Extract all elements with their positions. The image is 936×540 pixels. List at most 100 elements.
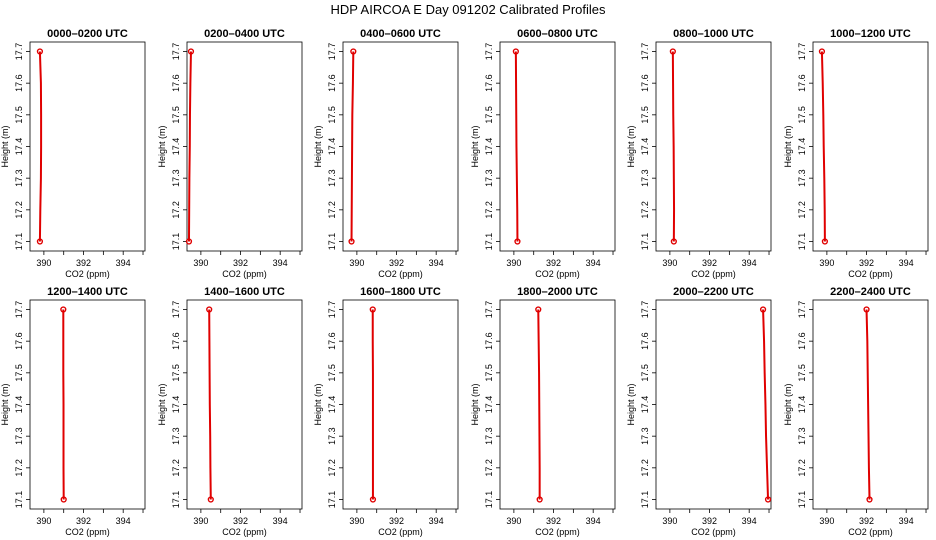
x-tick-label: 392 xyxy=(76,516,91,526)
y-tick-label: 17.1 xyxy=(327,233,337,251)
endpoint-marker xyxy=(348,238,355,245)
panel-title: 1200–1400 UTC xyxy=(47,286,128,298)
x-tick-label: 390 xyxy=(662,516,677,526)
panel-title: 0400–0600 UTC xyxy=(360,28,441,40)
y-tick-label: 17.7 xyxy=(171,301,181,319)
y-tick-label: 17.1 xyxy=(640,491,650,509)
endpoint-marker xyxy=(207,496,214,503)
y-tick-label: 17.7 xyxy=(640,301,650,319)
x-tick-label: 394 xyxy=(586,516,601,526)
x-tick-label: 390 xyxy=(819,258,834,268)
y-tick-label: 17.6 xyxy=(484,332,494,350)
y-tick-label: 17.2 xyxy=(171,459,181,477)
y-axis-label: Height (m) xyxy=(157,383,167,425)
panel-7: 1400–1600 UTC 390 392 394 CO2 (ppm) 17.1 17.2 1… xyxy=(157,286,303,537)
x-tick-label: 394 xyxy=(742,258,757,268)
panel-title: 1400–1600 UTC xyxy=(204,286,285,298)
x-tick-label: 390 xyxy=(36,516,51,526)
x-axis-label: CO2 (ppm) xyxy=(535,527,580,537)
y-tick-label: 17.7 xyxy=(171,43,181,61)
x-tick-label: 392 xyxy=(546,516,561,526)
y-tick-label: 17.4 xyxy=(797,138,807,156)
y-tick-label: 17.1 xyxy=(797,491,807,509)
y-tick-label: 17.7 xyxy=(14,301,24,319)
y-axis-label: Height (m) xyxy=(626,383,636,425)
y-tick-label: 17.6 xyxy=(327,332,337,350)
y-tick-label: 17.2 xyxy=(484,459,494,477)
y-tick-label: 17.3 xyxy=(640,169,650,187)
panel-title: 0000–0200 UTC xyxy=(47,28,128,40)
x-axis-label: CO2 (ppm) xyxy=(691,527,736,537)
y-tick-label: 17.3 xyxy=(327,169,337,187)
y-tick-label: 17.1 xyxy=(640,233,650,251)
panel-title: 2000–2200 UTC xyxy=(673,286,754,298)
y-axis-label: Height (m) xyxy=(157,125,167,167)
endpoint-marker xyxy=(670,238,677,245)
endpoint-marker xyxy=(60,306,67,313)
x-tick-label: 394 xyxy=(742,516,757,526)
y-tick-label: 17.6 xyxy=(14,74,24,92)
y-tick-label: 17.3 xyxy=(171,427,181,445)
endpoint-marker xyxy=(187,48,195,55)
y-tick-label: 17.3 xyxy=(14,169,24,187)
x-tick-label: 390 xyxy=(36,258,51,268)
y-tick-label: 17.7 xyxy=(484,43,494,61)
profile-line xyxy=(865,309,871,500)
figure-title: HDP AIRCOA E Day 091202 Calibrated Profi… xyxy=(330,2,606,17)
y-tick-label: 17.3 xyxy=(797,427,807,445)
x-tick-label: 392 xyxy=(702,258,717,268)
endpoint-marker xyxy=(512,48,519,55)
endpoint-marker xyxy=(60,496,67,503)
endpoint-marker xyxy=(350,48,357,55)
x-tick-label: 394 xyxy=(273,516,288,526)
y-tick-label: 17.4 xyxy=(484,138,494,156)
y-tick-label: 17.1 xyxy=(171,233,181,251)
panel-9: 1800–2000 UTC 390 392 394 CO2 (ppm) 17.1 17.2 1… xyxy=(470,286,616,537)
y-tick-label: 17.1 xyxy=(171,491,181,509)
y-tick-label: 17.6 xyxy=(797,332,807,350)
x-tick-label: 390 xyxy=(662,258,677,268)
y-tick-label: 17.5 xyxy=(14,106,24,124)
profile-line xyxy=(38,51,43,242)
y-axis-label: Height (m) xyxy=(470,125,480,167)
panel-title: 2200–2400 UTC xyxy=(830,286,911,298)
endpoint-marker xyxy=(818,48,826,55)
y-tick-label: 17.4 xyxy=(640,396,650,414)
y-axis-label: Height (m) xyxy=(0,125,10,167)
y-tick-label: 17.7 xyxy=(797,43,807,61)
panel-1: 0200–0400 UTC 390 392 394 CO2 (ppm) 17.1 17.2 1… xyxy=(157,28,303,279)
y-tick-label: 17.3 xyxy=(797,169,807,187)
panel-title: 1000–1200 UTC xyxy=(830,28,911,40)
y-tick-label: 17.2 xyxy=(797,201,807,219)
y-tick-label: 17.4 xyxy=(14,138,24,156)
panel-11: 2200–2400 UTC 390 392 394 CO2 (ppm) 17.1 17.2 1… xyxy=(783,286,929,537)
x-tick-label: 392 xyxy=(233,258,248,268)
y-tick-label: 17.7 xyxy=(327,301,337,319)
y-tick-label: 17.3 xyxy=(484,427,494,445)
x-tick-label: 392 xyxy=(859,258,874,268)
y-tick-label: 17.7 xyxy=(327,43,337,61)
x-tick-label: 392 xyxy=(546,258,561,268)
x-tick-label: 392 xyxy=(389,516,404,526)
panel-0: 0000–0200 UTC 390 392 394 CO2 (ppm) 17.1 17.2 1… xyxy=(0,28,146,279)
y-tick-label: 17.2 xyxy=(14,201,24,219)
endpoint-marker xyxy=(206,306,213,313)
y-axis-label: Height (m) xyxy=(783,125,793,167)
x-axis-label: CO2 (ppm) xyxy=(378,527,423,537)
endpoint-marker xyxy=(36,238,44,245)
panel-4: 0800–1000 UTC 390 392 394 CO2 (ppm) 17.1 17.2 1… xyxy=(626,28,772,279)
y-tick-label: 17.5 xyxy=(640,106,650,124)
y-tick-label: 17.5 xyxy=(171,106,181,124)
endpoint-marker xyxy=(185,238,193,245)
plot-frame xyxy=(342,299,459,510)
y-tick-label: 17.6 xyxy=(640,74,650,92)
y-tick-label: 17.5 xyxy=(171,364,181,382)
endpoint-marker xyxy=(866,496,873,503)
x-axis-label: CO2 (ppm) xyxy=(535,269,580,279)
endpoint-marker xyxy=(514,238,521,245)
y-tick-label: 17.1 xyxy=(484,491,494,509)
y-tick-label: 17.4 xyxy=(171,138,181,156)
y-tick-label: 17.4 xyxy=(327,138,337,156)
x-tick-label: 394 xyxy=(273,258,288,268)
x-tick-label: 392 xyxy=(859,516,874,526)
